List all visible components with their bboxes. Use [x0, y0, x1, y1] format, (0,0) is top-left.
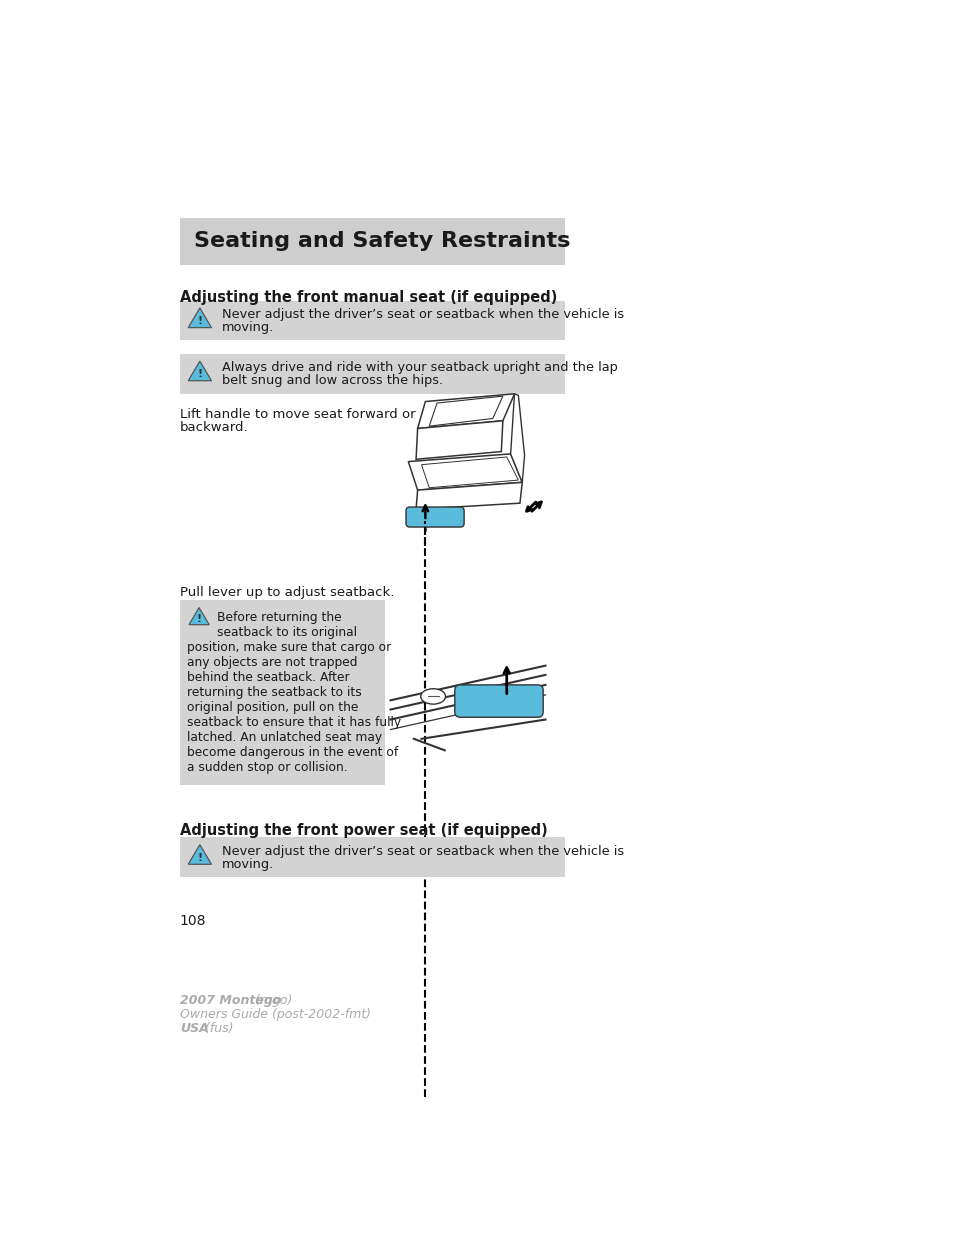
- Text: Adjusting the front manual seat (if equipped): Adjusting the front manual seat (if equi…: [179, 290, 557, 305]
- Text: seatback to its original: seatback to its original: [216, 626, 356, 638]
- Bar: [179, 600, 385, 785]
- Bar: [179, 353, 564, 394]
- Bar: [179, 301, 564, 340]
- Text: 2007 Montego: 2007 Montego: [179, 994, 281, 1007]
- Text: 108: 108: [179, 914, 206, 929]
- Bar: [179, 217, 564, 266]
- Polygon shape: [408, 454, 521, 490]
- FancyBboxPatch shape: [406, 508, 464, 527]
- Text: moving.: moving.: [222, 858, 274, 871]
- FancyBboxPatch shape: [455, 685, 542, 718]
- Text: returning the seatback to its: returning the seatback to its: [187, 687, 362, 699]
- Text: belt snug and low across the hips.: belt snug and low across the hips.: [222, 374, 443, 388]
- Text: Always drive and ride with your seatback upright and the lap: Always drive and ride with your seatback…: [222, 361, 618, 374]
- Text: Adjusting the front power seat (if equipped): Adjusting the front power seat (if equip…: [179, 824, 547, 839]
- Polygon shape: [188, 308, 212, 327]
- Text: !: !: [197, 369, 202, 379]
- Text: position, make sure that cargo or: position, make sure that cargo or: [187, 641, 392, 655]
- Text: !: !: [196, 614, 201, 624]
- Text: seatback to ensure that it has fully: seatback to ensure that it has fully: [187, 716, 401, 729]
- Text: any objects are not trapped: any objects are not trapped: [187, 656, 357, 669]
- Text: USA: USA: [179, 1021, 209, 1035]
- Text: moving.: moving.: [222, 321, 274, 335]
- Text: (fus): (fus): [201, 1021, 233, 1035]
- Polygon shape: [429, 396, 502, 426]
- Text: Owners Guide (post-2002-fmt): Owners Guide (post-2002-fmt): [179, 1008, 371, 1021]
- Text: Lift handle to move seat forward or: Lift handle to move seat forward or: [179, 408, 415, 421]
- Text: latched. An unlatched seat may: latched. An unlatched seat may: [187, 731, 382, 745]
- Polygon shape: [189, 608, 209, 625]
- Text: behind the seatback. After: behind the seatback. After: [187, 671, 350, 684]
- Text: Never adjust the driver’s seat or seatback when the vehicle is: Never adjust the driver’s seat or seatba…: [222, 308, 624, 321]
- Text: Seating and Safety Restraints: Seating and Safety Restraints: [193, 231, 570, 252]
- Polygon shape: [417, 394, 514, 429]
- Text: Pull lever up to adjust seatback.: Pull lever up to adjust seatback.: [179, 587, 394, 599]
- Text: !: !: [197, 853, 202, 863]
- Text: Never adjust the driver’s seat or seatback when the vehicle is: Never adjust the driver’s seat or seatba…: [222, 845, 624, 858]
- Text: become dangerous in the event of: become dangerous in the event of: [187, 746, 398, 760]
- Polygon shape: [421, 457, 517, 488]
- Text: original position, pull on the: original position, pull on the: [187, 701, 358, 714]
- Text: a sudden stop or collision.: a sudden stop or collision.: [187, 761, 348, 774]
- Polygon shape: [188, 845, 212, 864]
- Text: Before returning the: Before returning the: [216, 611, 341, 624]
- Polygon shape: [188, 361, 212, 380]
- Text: !: !: [197, 316, 202, 326]
- Ellipse shape: [420, 689, 445, 704]
- Polygon shape: [416, 483, 521, 509]
- Text: backward.: backward.: [179, 421, 248, 433]
- Text: (mgo): (mgo): [251, 994, 292, 1007]
- Bar: [179, 837, 564, 877]
- Polygon shape: [416, 421, 502, 459]
- Polygon shape: [510, 394, 524, 483]
